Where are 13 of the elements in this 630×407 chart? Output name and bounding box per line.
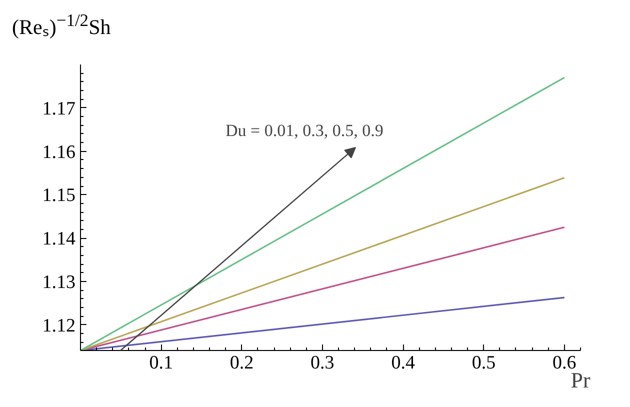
y-tick-label: 1.15: [42, 185, 76, 206]
x-tick-label: 0.5: [472, 352, 496, 374]
x-tick-label: 0.1: [149, 352, 174, 374]
y-axis-title: (Reₛ)$^{−1/2}$Sh: [12, 9, 111, 41]
x-tick-label: 0.2: [230, 352, 254, 374]
x-tick-label: 0.3: [310, 352, 334, 374]
y-tick-label: 1.16: [42, 142, 76, 163]
y-tick-label: 1.14: [42, 228, 76, 250]
y-tick-label: 1.17: [42, 98, 76, 120]
annotation: Du = 0.01, 0.3, 0.5, 0.9: [226, 120, 384, 140]
y-tick-label: 1.13: [42, 272, 76, 293]
y-tick-label: 1.12: [42, 315, 76, 336]
x-tick-label: 0.4: [391, 352, 416, 374]
